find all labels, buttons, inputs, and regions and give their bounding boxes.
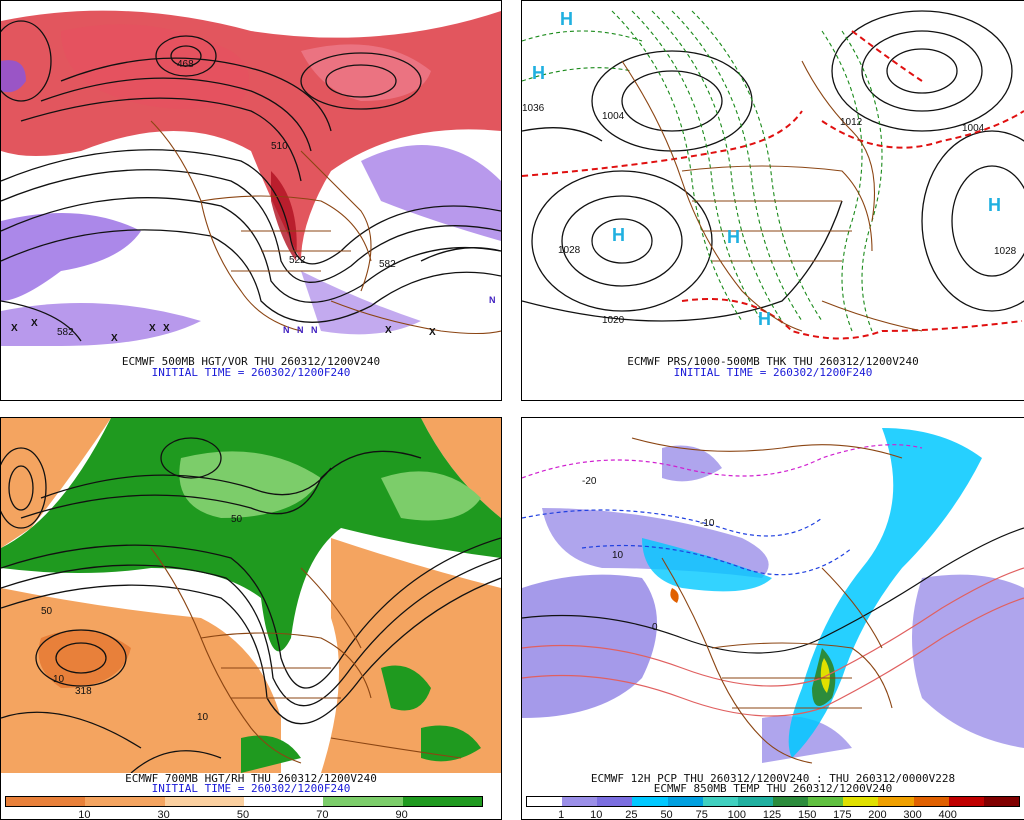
contour-label: 1036 — [522, 103, 545, 114]
rh-color-legend: 10 30 50 70 90 — [5, 796, 483, 820]
contour-label: 0 — [652, 622, 658, 633]
legend-swatch — [843, 797, 879, 806]
contour-label: 10 — [612, 550, 624, 561]
legend-swatch — [85, 797, 165, 806]
legend-tick-label: 10 — [590, 809, 603, 820]
x-marker: X — [11, 323, 18, 334]
legend-swatch — [913, 797, 949, 806]
rh-map: 318 10 50 50 10 — [1, 418, 501, 773]
panel-title: ECMWF PRS/1000-500MB THK THU 260312/1200… — [627, 355, 919, 368]
contour-label: 1004 — [962, 123, 985, 134]
x-marker: X — [429, 327, 436, 338]
legend-tick-label: 30 — [157, 809, 170, 820]
legend-swatch — [878, 797, 914, 806]
legend-tick-label: 1 — [558, 809, 565, 820]
panel-subtitle: ECMWF 850MB TEMP THU 260312/1200V240 — [653, 782, 893, 795]
legend-swatch — [772, 797, 809, 806]
panel-pressure-thickness: H H H H H H 1028 1020 1028 1036 1004 101… — [521, 0, 1024, 401]
high-pressure-marker: H — [612, 225, 625, 245]
precip-color-legend: 1 10 25 50 75 100 125 150 175 200 300 400 — [526, 796, 1020, 820]
contour-label: 50 — [231, 514, 243, 525]
legend-swatch — [164, 797, 244, 806]
x-marker: X — [149, 323, 156, 334]
x-marker: X — [111, 333, 118, 344]
contour-label: 582 — [57, 327, 74, 338]
legend-tick-label: 150 — [797, 809, 817, 820]
pressure-map: H H H H H H 1028 1020 1028 1036 1004 101… — [522, 1, 1024, 356]
legend-tick-label: 70 — [316, 809, 329, 820]
panel-title: ECMWF 12H PCP THU 260312/1200V240 : THU … — [590, 772, 956, 785]
n-marker: N — [311, 325, 318, 335]
contour-label: 1028 — [994, 246, 1017, 257]
high-pressure-marker: H — [532, 63, 545, 83]
legend-swatch — [702, 797, 738, 806]
contour-label: 510 — [271, 141, 288, 152]
legend-swatch — [632, 797, 668, 806]
legend-tick-label: 200 — [868, 809, 887, 820]
legend-bar — [526, 796, 1020, 807]
legend-swatch — [243, 797, 324, 806]
legend-swatch — [983, 797, 1019, 806]
contour-label: 522 — [289, 255, 306, 266]
contour-label: 1012 — [840, 117, 863, 128]
legend-bar — [5, 796, 483, 807]
legend-tick-label: 125 — [762, 809, 782, 820]
contour-label: 582 — [379, 259, 396, 270]
panel-precip-850mb-temp: -20 -10 0 10 ECMWF 12H PCP THU 260312/12… — [521, 417, 1024, 820]
panel-initial-time: INITIAL TIME = 260302/1200F240 — [151, 782, 351, 795]
panel-700mb-rh: 318 10 50 50 10 ECMWF 700MB HGT/RH THU 2… — [0, 417, 502, 820]
legend-swatch — [527, 797, 563, 806]
panel-500mb-vorticity: X X X X X X X N N N N 582 582 510 522 46… — [0, 0, 502, 401]
vorticity-map: X X X X X X X N N N N 582 582 510 522 46… — [1, 1, 501, 356]
x-marker: X — [385, 325, 392, 336]
legend-tick-label: 175 — [833, 809, 852, 820]
contour-label: 318 — [75, 686, 92, 697]
contour-label: 10 — [197, 712, 209, 723]
legend-tick-label: 90 — [395, 809, 408, 820]
contour-label: 1028 — [558, 245, 581, 256]
legend-swatch — [6, 797, 86, 806]
contour-label: 1004 — [602, 111, 625, 122]
n-marker: N — [283, 325, 290, 335]
panel-initial-time: INITIAL TIME = 260302/1200F240 — [673, 366, 873, 379]
contour-label: -20 — [582, 476, 597, 487]
legend-tick-label: 25 — [625, 809, 638, 820]
high-pressure-marker: H — [758, 309, 771, 329]
high-pressure-marker: H — [988, 195, 1001, 215]
legend-swatch — [562, 797, 598, 806]
high-pressure-marker: H — [727, 227, 740, 247]
high-pressure-marker: H — [560, 9, 573, 29]
precip-map: -20 -10 0 10 — [522, 418, 1024, 773]
panel-title: ECMWF 500MB HGT/VOR THU 260312/1200V240 — [121, 355, 381, 368]
contour-label: 1020 — [602, 315, 625, 326]
panel-title: ECMWF 700MB HGT/RH THU 260312/1200V240 — [125, 772, 377, 785]
legend-tick-label: 300 — [903, 809, 922, 820]
panel-initial-time: INITIAL TIME = 260302/1200F240 — [151, 366, 351, 379]
x-marker: X — [31, 318, 38, 329]
legend-swatch — [323, 797, 403, 806]
legend-tick-label: 10 — [78, 809, 91, 820]
legend-tick-label: 400 — [938, 809, 957, 820]
legend-swatch — [402, 797, 482, 806]
contour-label: -10 — [700, 518, 715, 529]
n-marker: N — [489, 295, 496, 305]
legend-tick-label: 100 — [727, 809, 747, 820]
legend-swatch — [737, 797, 773, 806]
contour-label: 468 — [177, 59, 194, 70]
legend-tick-label: 75 — [695, 809, 708, 820]
legend-swatch — [808, 797, 844, 806]
contour-label: 50 — [41, 606, 53, 617]
legend-swatch — [667, 797, 703, 806]
x-marker: X — [163, 323, 170, 334]
legend-swatch — [597, 797, 633, 806]
legend-tick-label: 50 — [236, 809, 250, 820]
n-marker: N — [297, 325, 304, 335]
legend-swatch — [948, 797, 984, 806]
contour-label: 10 — [53, 674, 65, 685]
legend-tick-label: 50 — [660, 809, 673, 820]
